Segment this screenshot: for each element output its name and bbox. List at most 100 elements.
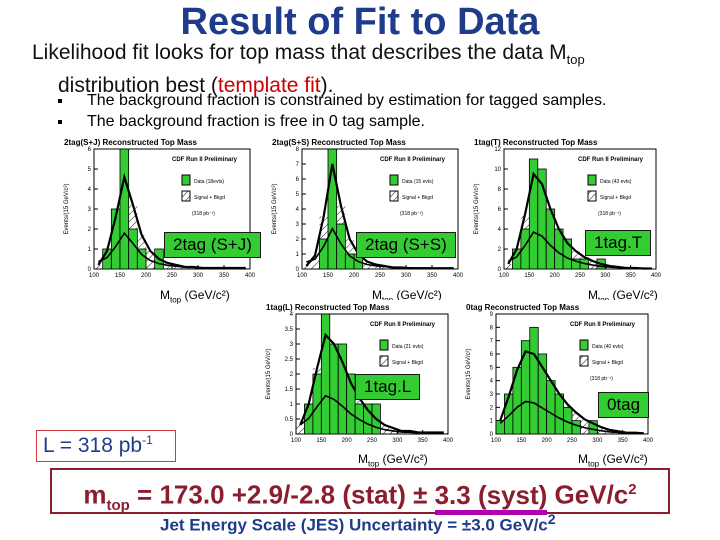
label-2tag-sj: 2tag (S+J)	[164, 232, 261, 258]
label-0tag: 0tag	[598, 392, 650, 418]
legend-data-swatch	[579, 339, 589, 351]
y-tick-label: 8	[498, 187, 502, 193]
data-bar	[588, 420, 598, 435]
data-bar	[571, 420, 581, 435]
histogram-1tag-t: 1tag(T) Reconstructed Top Mass CDF Run II…	[470, 135, 666, 283]
x-tick-label: 400	[245, 273, 256, 279]
background-curve	[507, 231, 652, 270]
x-tick-label: 150	[516, 438, 527, 444]
legend-fit-swatch	[587, 190, 597, 202]
subtitle-sub: top	[566, 52, 585, 68]
legend-data-swatch	[379, 339, 389, 351]
x-tick-label: 400	[453, 273, 464, 279]
legend-data-swatch	[389, 174, 399, 186]
y-tick-label: 1	[88, 247, 92, 253]
background-curve	[306, 226, 454, 270]
x-tick-label: 350	[618, 438, 629, 444]
lumi-label: (318 pb⁻¹)	[400, 211, 423, 217]
y-tick-label: 2	[88, 227, 92, 233]
legend-data-label: Data (43 evts)	[600, 179, 632, 185]
legend-fit-label: Signal + Bkgd	[592, 360, 623, 366]
legend-data-label: Data (15 evts)	[402, 179, 434, 185]
x-tick-label: 350	[626, 273, 637, 279]
x-tick-label: 300	[392, 438, 403, 444]
lumi-label: (318 pb⁻¹)	[590, 376, 613, 382]
y-tick-label: 5	[490, 365, 494, 371]
y-tick-label: 4	[290, 312, 294, 318]
data-bar	[320, 313, 331, 435]
x-tick-label: 250	[367, 438, 378, 444]
syst-underline: 3.3 (syst)	[434, 479, 548, 515]
histogram-svg: 0tag Reconstructed Top Mass CDF Run II Pr…	[466, 303, 654, 444]
page-title: Result of Fit to Data	[180, 1, 540, 43]
y-tick-label: 1	[290, 402, 294, 408]
x-tick-label: 350	[219, 273, 230, 279]
bullet-item: The background fraction is constrained b…	[58, 90, 606, 111]
x-tick-label: 150	[323, 273, 334, 279]
x-tick-label: 350	[418, 438, 429, 444]
lumi-label: (318 pb⁻¹)	[598, 211, 621, 217]
histogram-2tag-sj: 2tag(S+J) Reconstructed Top Mass CDF Run …	[60, 135, 260, 283]
prelim-label: CDF Run II Preliminary	[370, 322, 436, 328]
x-tick-label: 250	[567, 438, 578, 444]
y-tick-label: 4	[490, 379, 494, 385]
y-axis-label: Events/(15 GeV/c²)	[474, 183, 480, 234]
background-curve	[97, 231, 246, 270]
x-tick-label: 250	[375, 273, 386, 279]
x-tick-label: 200	[349, 273, 360, 279]
y-tick-label: 3	[88, 207, 92, 213]
y-tick-label: 4	[498, 227, 502, 233]
subtitle-part1: Likelihood fit looks for top mass that d…	[32, 41, 567, 64]
x-tick-label: 200	[550, 273, 561, 279]
bullet-text: The background fraction is free in 0 tag…	[87, 113, 425, 130]
xcaption-2tag-ss: Mtop (GeV/c²)	[372, 288, 442, 304]
xcaption-2tag-sj: Mtop (GeV/c²)	[160, 288, 230, 305]
label-2tag-ss: 2tag (S+S)	[356, 232, 456, 258]
xcaption-1tag-l: Mtop (GeV/c²)	[358, 452, 428, 469]
legend-data-label: Data (21 evts)	[392, 344, 424, 350]
x-tick-label: 300	[592, 438, 603, 444]
histogram-svg: 2tag(S+J) Reconstructed Top Mass CDF Run …	[64, 138, 256, 279]
data-bar	[546, 380, 556, 435]
y-tick-label: 12	[494, 147, 501, 153]
legend-fit-swatch	[181, 190, 191, 202]
x-tick-label: 400	[651, 273, 662, 279]
y-tick-label: 5	[296, 192, 300, 198]
y-tick-label: 0	[88, 267, 92, 273]
subtitle: Likelihood fit looks for top mass that d…	[32, 40, 712, 99]
legend-fit-label: Signal + Bkgd	[194, 195, 225, 201]
y-tick-label: 8	[296, 147, 300, 153]
x-tick-label: 250	[575, 273, 586, 279]
legend-data-swatch	[181, 174, 191, 186]
y-tick-label: 3	[490, 392, 494, 398]
y-tick-label: 2	[290, 372, 294, 378]
panel-heading: 2tag(S+J) Reconstructed Top Mass	[64, 138, 198, 147]
legend-data-swatch	[587, 174, 597, 186]
legend-fit-swatch	[389, 190, 399, 202]
histogram-svg: 1tag(L) Reconstructed Top Mass CDF Run II…	[266, 303, 454, 444]
x-tick-label: 100	[297, 273, 308, 279]
data-bar	[529, 326, 539, 435]
y-tick-label: 0	[490, 432, 494, 438]
y-tick-label: 0	[290, 432, 294, 438]
panel-heading: 1tag(L) Reconstructed Top Mass	[266, 303, 390, 312]
y-tick-label: 6	[88, 147, 92, 153]
y-tick-label: 2	[296, 237, 300, 243]
label-1tag-t: 1tag.T	[585, 230, 652, 256]
x-tick-label: 100	[89, 273, 100, 279]
y-tick-label: 3.5	[285, 327, 294, 333]
data-bar	[336, 223, 346, 270]
y-tick-label: 3	[296, 222, 300, 228]
legend-fit-swatch	[379, 355, 389, 367]
x-tick-label: 200	[542, 438, 553, 444]
legend-fit-swatch	[579, 355, 589, 367]
background-curve	[299, 394, 444, 434]
x-tick-label: 350	[427, 273, 438, 279]
x-tick-label: 300	[401, 273, 412, 279]
legend-fit-label: Signal + Bkgd	[392, 360, 423, 366]
luminosity-box: L = 318 pb-1	[36, 430, 176, 462]
y-tick-label: 6	[498, 207, 502, 213]
x-tick-label: 100	[499, 273, 510, 279]
prelim-label: CDF Run II Preliminary	[578, 157, 644, 163]
bullet-icon	[58, 98, 62, 103]
